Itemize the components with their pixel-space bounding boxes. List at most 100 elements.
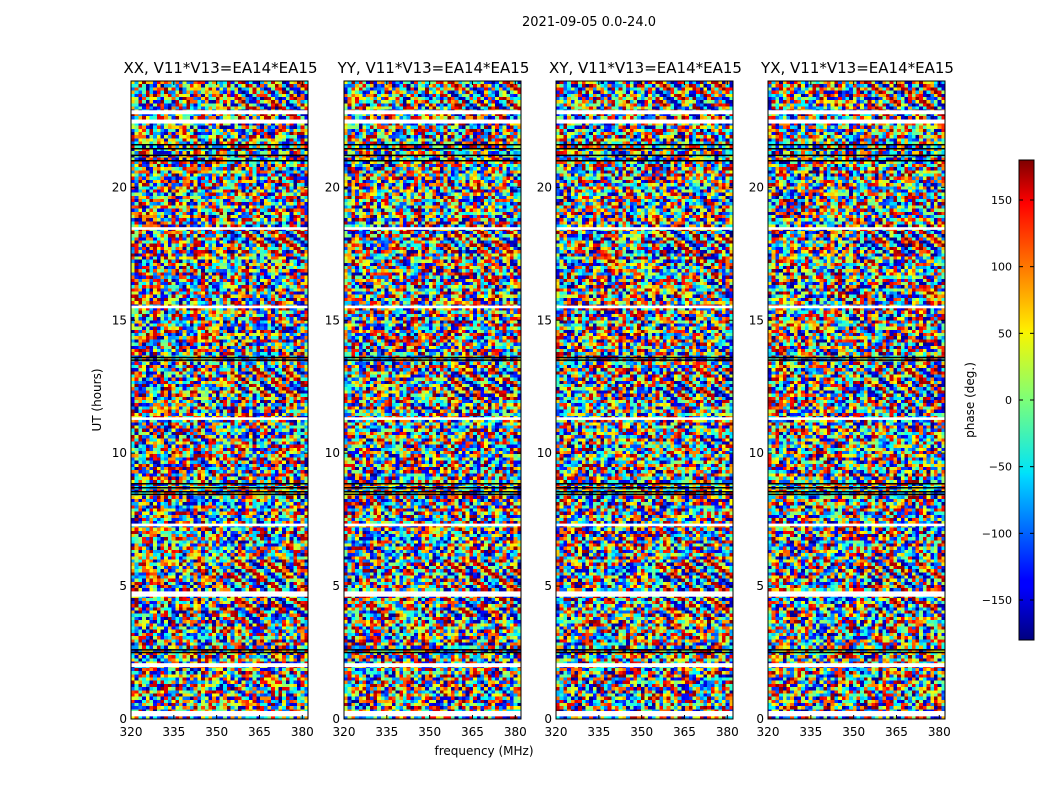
flagged-band (344, 119, 521, 124)
y-tick-label: 10 (537, 446, 552, 460)
flagged-band (556, 305, 733, 309)
y-axis-label: UT (hours) (90, 368, 104, 431)
x-tick-label: 350 (630, 725, 653, 739)
panels: XX, V11*V13=EA14*EA15 320 335 350 365 380 0 5 10… (112, 59, 954, 739)
y-tick-label: 20 (325, 180, 340, 194)
flagged-band (768, 591, 945, 597)
colorbar-tick-label: 100 (991, 261, 1012, 274)
x-tick-label: 365 (461, 725, 484, 739)
flagged-band (131, 119, 308, 124)
flagged-band (131, 711, 308, 717)
panel-yy: YY, V11*V13=EA14*EA15 320 335 350 365 380 0 5 10… (325, 59, 530, 739)
flagged-band (768, 417, 945, 420)
y-tick-label: 5 (756, 579, 764, 593)
y-tick-label: 10 (325, 446, 340, 460)
heatmap-cells (768, 81, 945, 719)
x-tick-label: 335 (375, 725, 398, 739)
panel-frame (343, 80, 522, 720)
x-tick-label: 320 (333, 725, 356, 739)
y-tick-label: 0 (756, 712, 764, 726)
colorbar-tick-label: −150 (982, 594, 1012, 607)
y-tick-label: 0 (119, 712, 127, 726)
colorbar-label: phase (deg.) (963, 362, 977, 438)
flagged-band (768, 110, 945, 115)
x-axis-label: frequency (MHz) (434, 744, 533, 758)
y-tick-label: 20 (112, 180, 127, 194)
x-tick-label: 320 (757, 725, 780, 739)
panel-xx: XX, V11*V13=EA14*EA15 320 335 350 365 380 0 5 10… (112, 59, 318, 739)
x-tick-label: 335 (162, 725, 185, 739)
x-tick-label: 380 (928, 725, 951, 739)
flagged-band (768, 305, 945, 309)
colorbar-tick-label: −50 (989, 461, 1012, 474)
panel-frame (555, 80, 734, 720)
panel-title: YY, V11*V13=EA14*EA15 (337, 59, 530, 77)
colorbar: 150 100 50 0 −50 −100 −150 phase (deg.) (963, 159, 1035, 641)
x-tick-label: 365 (248, 725, 271, 739)
panel-frame (767, 80, 946, 720)
colorbar-ticks: 150 100 50 0 −50 −100 −150 (982, 194, 1034, 607)
panel-xy: XY, V11*V13=EA14*EA15 320 335 350 365 380 0 5 10… (537, 59, 742, 739)
flagged-band (556, 227, 733, 230)
y-tick-label: 15 (749, 313, 764, 327)
x-tick-label: 365 (885, 725, 908, 739)
figure-suptitle: 2021-09-05 0.0-24.0 (522, 15, 656, 30)
y-tick-label: 5 (544, 579, 552, 593)
flagged-band (344, 227, 521, 230)
flagged-band (768, 523, 945, 527)
x-tick-label: 320 (545, 725, 568, 739)
flagged-band (556, 663, 733, 668)
flagged-band (556, 110, 733, 115)
y-tick-label: 5 (332, 579, 340, 593)
y-tick-label: 0 (332, 712, 340, 726)
panel-yx: YX, V11*V13=EA14*EA15 320 335 350 365 380 0 5 10… (749, 59, 954, 739)
panel-title: XX, V11*V13=EA14*EA15 (123, 59, 317, 77)
flagged-band (344, 591, 521, 597)
flagged-band (344, 110, 521, 115)
x-tick-label: 365 (673, 725, 696, 739)
flagged-band (344, 663, 521, 668)
colorbar-tick-label: 0 (1005, 394, 1012, 407)
flagged-band (131, 523, 308, 527)
x-tick-label: 380 (291, 725, 314, 739)
flagged-band (556, 523, 733, 527)
y-tick-label: 15 (325, 313, 340, 327)
y-tick-label: 20 (537, 180, 552, 194)
heatmap-cells (131, 81, 308, 719)
flagged-band (768, 119, 945, 124)
y-tick-label: 15 (537, 313, 552, 327)
colorbar-tick-label: −100 (982, 527, 1012, 540)
x-tick-label: 350 (842, 725, 865, 739)
flagged-band (131, 227, 308, 230)
x-tick-label: 350 (205, 725, 228, 739)
panel-frame (130, 80, 309, 720)
flagged-band (556, 417, 733, 420)
flagged-band (344, 305, 521, 309)
y-tick-label: 10 (112, 446, 127, 460)
flagged-band (344, 523, 521, 527)
y-tick-label: 15 (112, 313, 127, 327)
flagged-band (768, 663, 945, 668)
flagged-band (556, 711, 733, 717)
x-tick-label: 335 (587, 725, 610, 739)
y-tick-label: 5 (119, 579, 127, 593)
flagged-band (768, 711, 945, 717)
flagged-band (344, 417, 521, 420)
flagged-band (556, 591, 733, 597)
x-tick-label: 350 (418, 725, 441, 739)
flagged-band (556, 119, 733, 124)
flagged-band (131, 110, 308, 115)
y-tick-label: 0 (544, 712, 552, 726)
flagged-band (344, 711, 521, 717)
heatmap-cells (344, 81, 521, 719)
flagged-band (131, 305, 308, 309)
panel-title: YX, V11*V13=EA14*EA15 (760, 59, 954, 77)
x-tick-label: 380 (716, 725, 739, 739)
x-tick-label: 335 (799, 725, 822, 739)
flagged-band (131, 417, 308, 420)
flagged-band (131, 663, 308, 668)
flagged-band (768, 227, 945, 230)
colorbar-tick-label: 50 (998, 327, 1012, 340)
colorbar-tick-label: 150 (991, 194, 1012, 207)
